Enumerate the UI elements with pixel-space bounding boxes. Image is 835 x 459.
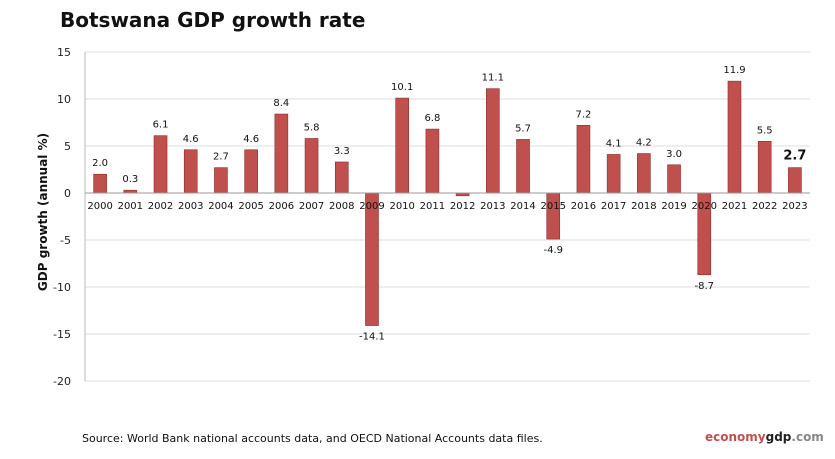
x-tick-label: 2020 — [692, 201, 717, 212]
x-tick-label: 2012 — [450, 201, 475, 212]
data-label: 4.6 — [243, 134, 259, 145]
data-label: 6.1 — [153, 120, 169, 131]
x-tick-label: 2005 — [238, 201, 263, 212]
x-tick-label: 2016 — [571, 201, 596, 212]
data-label: 2.7 — [213, 152, 229, 163]
bar — [576, 125, 591, 194]
x-tick-label: 2019 — [661, 201, 686, 212]
data-label: 5.8 — [304, 122, 320, 133]
x-tick-label: 2001 — [118, 201, 143, 212]
x-tick-label: 2014 — [510, 201, 535, 212]
x-tick-label: 2007 — [299, 201, 324, 212]
x-tick-label: 2011 — [420, 201, 445, 212]
brand-part: gdp — [765, 430, 792, 444]
chart-title: Botswana GDP growth rate — [60, 8, 366, 32]
x-tick-label: 2006 — [269, 201, 294, 212]
bar — [274, 113, 289, 194]
x-tick-label: 2013 — [480, 201, 505, 212]
data-label: 4.6 — [183, 134, 199, 145]
bar — [244, 149, 258, 194]
brand-part: economy — [705, 430, 766, 444]
x-tick-label: 2008 — [329, 201, 354, 212]
bar — [93, 173, 107, 194]
y-tick-label: -20 — [53, 375, 71, 388]
bar — [788, 167, 802, 194]
data-label: 5.5 — [757, 125, 773, 136]
x-tick-label: 2022 — [752, 201, 777, 212]
bar — [425, 128, 440, 194]
x-tick-label: 2004 — [208, 201, 233, 212]
data-label: 7.2 — [575, 109, 591, 120]
x-tick-label: 2009 — [359, 201, 384, 212]
x-tick-label: 2017 — [601, 201, 626, 212]
data-label: 11.9 — [723, 65, 745, 76]
data-label: 5.7 — [515, 123, 531, 134]
data-label: 4.2 — [636, 138, 652, 149]
bar — [365, 192, 379, 326]
bar — [153, 135, 168, 194]
y-tick-label: -15 — [53, 328, 71, 341]
x-tick-label: 2015 — [541, 201, 566, 212]
bar — [637, 153, 651, 194]
data-label: -14.1 — [359, 332, 385, 343]
source-note: Source: World Bank national accounts dat… — [82, 432, 543, 445]
bar — [606, 154, 621, 194]
data-label: 3.0 — [666, 149, 682, 160]
bar — [727, 80, 742, 194]
data-label: 2.7 — [783, 149, 806, 164]
bar — [304, 138, 319, 194]
bar — [486, 88, 500, 194]
bar — [667, 164, 681, 194]
x-tick-label: 2010 — [389, 201, 414, 212]
y-tick-label: -5 — [60, 234, 71, 247]
y-tick-label: 10 — [57, 93, 71, 106]
data-label: -8.7 — [695, 281, 715, 292]
x-tick-label: 2002 — [148, 201, 173, 212]
x-tick-label: 2018 — [631, 201, 656, 212]
data-label: 8.4 — [273, 98, 289, 109]
y-tick-label: 0 — [64, 187, 71, 200]
x-tick-label: 2003 — [178, 201, 203, 212]
bar — [334, 161, 349, 194]
data-label: 6.8 — [424, 113, 440, 124]
data-label: 10.1 — [391, 82, 413, 93]
y-tick-label: 15 — [57, 46, 71, 59]
x-tick-label: 2000 — [87, 201, 112, 212]
x-tick-label: 2023 — [782, 201, 807, 212]
bar — [183, 149, 198, 194]
data-label: 2.0 — [92, 158, 108, 169]
bar — [395, 97, 409, 194]
data-label: 11.1 — [482, 73, 504, 84]
bar — [516, 139, 530, 194]
data-label: 3.3 — [334, 146, 350, 157]
y-tick-label: -10 — [53, 281, 71, 294]
brand-part: .com — [791, 430, 824, 444]
x-tick-label: 2021 — [722, 201, 747, 212]
y-tick-label: 5 — [64, 140, 71, 153]
data-label: -4.9 — [543, 245, 563, 256]
data-label: 4.1 — [606, 138, 622, 149]
bar — [757, 141, 772, 194]
bar — [546, 192, 561, 240]
data-label: 0.3 — [122, 174, 138, 185]
brand-logo[interactable]: economygdp.com — [705, 430, 824, 444]
bar — [214, 167, 228, 194]
